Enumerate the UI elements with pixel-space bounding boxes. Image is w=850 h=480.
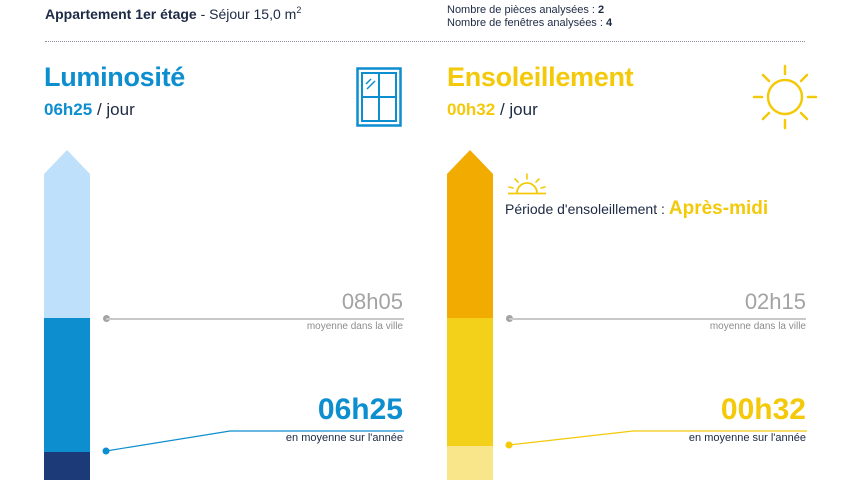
- ensoleillement-bar-bottom: [447, 446, 493, 480]
- luminosite-city-avg-label: moyenne dans la ville: [306, 321, 403, 332]
- rooms-count-line: Nombre de pièces analysées : 2: [447, 4, 612, 17]
- ensoleillement-bar-mid: [447, 318, 493, 446]
- ensoleillement-title: Ensoleillement: [447, 62, 634, 92]
- sunset-icon: [508, 173, 546, 195]
- luminosite-city-line: [106, 318, 404, 320]
- ensoleillement-city-avg: 02h15: [744, 289, 806, 314]
- luminosite-daily-value: 06h25: [44, 100, 93, 119]
- ensoleillement-per-day: / jour: [499, 100, 538, 119]
- ensoleillement-bar: [447, 150, 493, 480]
- luminosite-bar-bottom: [44, 452, 90, 480]
- luminosite-per-day: / jour: [96, 100, 135, 119]
- luminosite-bar-mid: [44, 318, 90, 452]
- ensoleillement-daily: 00h32 / jour: [447, 100, 538, 120]
- header-divider: [45, 41, 805, 42]
- sun-icon: [752, 64, 818, 130]
- room-unit-sup: 2: [296, 5, 302, 15]
- rooms-count-label: Nombre de pièces analysées :: [447, 4, 595, 16]
- ensoleillement-daily-value: 00h32: [447, 100, 496, 119]
- sun-period-value: Après-midi: [668, 198, 769, 219]
- windows-count-value: 4: [605, 17, 613, 29]
- ensoleillement-city-line: [509, 318, 806, 320]
- rooms-count-value: 2: [598, 4, 605, 16]
- ensoleillement-year-avg: 00h32: [720, 393, 806, 426]
- room-label: - Séjour 15,0 m: [200, 6, 297, 22]
- luminosite-title: Luminosité: [44, 62, 186, 92]
- luminosite-year-connector: [102, 430, 404, 455]
- luminosite-year-avg-label: en moyenne sur l'année: [285, 432, 403, 444]
- luminosite-city-avg: 08h05: [341, 289, 403, 314]
- ensoleillement-bar-top: [447, 150, 493, 318]
- ensoleillement-city-avg-label: moyenne dans la ville: [709, 321, 806, 332]
- sun-period-label: Période d'ensoleillement :: [505, 201, 665, 217]
- windows-count-line: Nombre de fenêtres analysées : 4: [447, 17, 612, 30]
- luminosite-bar: [44, 150, 90, 480]
- ensoleillement-year-connector: [505, 430, 807, 449]
- ensoleillement-year-avg-label: en moyenne sur l'année: [688, 432, 806, 444]
- windows-count-label: Nombre de fenêtres analysées :: [447, 17, 603, 29]
- luminosite-daily: 06h25 / jour: [44, 100, 135, 120]
- luminosite-year-avg: 06h25: [317, 393, 403, 426]
- luminosite-bar-top: [44, 150, 90, 318]
- analysis-counts: Nombre de pièces analysées : 2 Nombre de…: [447, 4, 612, 30]
- sun-period: Période d'ensoleillement : Après-midi: [505, 198, 768, 220]
- apartment-label: Appartement 1er étage: [45, 6, 197, 22]
- apartment-info: Appartement 1er étage - Séjour 15,0 m2: [45, 5, 302, 22]
- window-icon: [356, 67, 402, 127]
